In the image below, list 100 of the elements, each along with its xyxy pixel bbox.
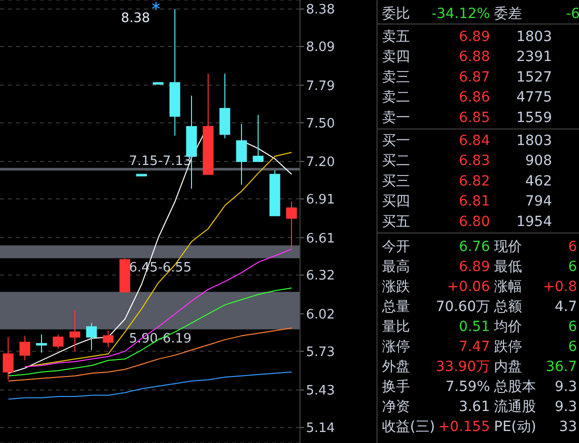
text: 6 (568, 339, 578, 355)
text: 卖五 (382, 29, 410, 45)
text: 6.84 (458, 133, 490, 149)
candlestick (69, 309, 80, 352)
text: 6.89 (458, 29, 490, 45)
text: 卖二 (382, 90, 410, 106)
text: 1954 (516, 214, 552, 230)
text: 最高 (382, 259, 410, 275)
text: 6 (568, 259, 578, 275)
y-tick-label: 6.32 (306, 268, 335, 284)
y-tick-label: 5.43 (306, 384, 335, 399)
text: 外盘 (382, 359, 410, 375)
text: 流通股 (494, 399, 536, 415)
y-tick-label: 7.20 (306, 155, 335, 170)
text: 最低 (494, 259, 522, 275)
y-tick-label: 7.79 (306, 78, 335, 94)
text: 买三 (382, 173, 410, 190)
text: 总额 (493, 299, 522, 315)
candlestick (19, 335, 30, 361)
text: 6.80 (458, 214, 490, 230)
text: 均价 (493, 319, 522, 335)
y-tick-label: 6.61 (306, 231, 335, 246)
candlestick (236, 123, 247, 186)
text: 内盘 (494, 359, 522, 375)
text: 6 (568, 239, 578, 255)
text: 33 (559, 419, 577, 435)
candlestick (102, 330, 114, 348)
text: 收益(三) (382, 419, 435, 435)
text: 6.81 (458, 194, 490, 210)
text: 6.87 (458, 69, 490, 86)
text: 总股本 (493, 379, 536, 395)
candlestick (36, 334, 47, 354)
text: 委比 (382, 6, 410, 22)
text: +0.8 (543, 279, 577, 295)
line-series (8, 371, 292, 400)
text: 6.85 (458, 110, 490, 126)
text: 1803 (516, 133, 552, 149)
text: 买二 (382, 153, 410, 170)
candlestick (52, 334, 64, 350)
y-tick-label: 6.02 (306, 307, 335, 322)
text: 794 (525, 194, 552, 210)
text: 6.82 (458, 173, 490, 190)
y-tick-label: 7.50 (306, 116, 335, 132)
text: 1527 (516, 69, 552, 86)
band-label: 7.15-7.13 (129, 154, 192, 169)
text: 现价 (494, 239, 522, 255)
text: 3.61 (458, 399, 490, 415)
text: 1559 (516, 110, 552, 126)
y-tick-label: 5.14 (306, 421, 335, 436)
text: 36.7 (546, 359, 577, 375)
line-series (24, 248, 292, 368)
text: 换手 (382, 379, 410, 395)
text: 卖四 (382, 49, 410, 66)
text: 6.88 (458, 49, 490, 66)
text: 跌停 (494, 339, 522, 355)
text: -34.12% (432, 6, 490, 22)
text: 卖一 (382, 110, 410, 126)
text: 涨停 (382, 339, 410, 355)
text: PE(动) (494, 419, 536, 435)
y-tick-label: 8.38 (306, 2, 335, 18)
text: 2391 (516, 49, 552, 66)
candlestick (2, 336, 14, 380)
text: 涨跌 (382, 279, 410, 295)
text: 6 (568, 319, 578, 335)
text: 7.59% (446, 379, 490, 395)
annotation: 8.38 (121, 11, 150, 26)
text: 总量 (381, 299, 410, 315)
text: 462 (525, 173, 552, 190)
text: 买一 (382, 133, 410, 149)
text: 6.89 (458, 259, 490, 275)
text: 6.83 (458, 153, 490, 170)
text: 4.7 (554, 299, 577, 315)
text: 70.60万 (436, 299, 490, 315)
text: 9.3 (554, 399, 577, 415)
text: 6.86 (458, 90, 490, 106)
text: -6 (566, 6, 579, 22)
y-tick-label: 5.73 (306, 344, 335, 360)
candlestick (86, 322, 97, 351)
y-tick-label: 8.09 (306, 40, 335, 56)
text: 卖三 (382, 69, 410, 86)
text: 委差 (494, 6, 522, 22)
candlestick (252, 114, 264, 162)
candlestick (286, 200, 297, 250)
text: 量比 (382, 319, 410, 335)
text: 4775 (516, 90, 552, 106)
text: +0.06 (447, 279, 490, 295)
y-tick-label: 6.91 (306, 192, 335, 208)
text: 7.47 (458, 339, 490, 355)
text: 908 (525, 153, 552, 170)
text: 涨幅 (494, 279, 522, 295)
line-series (8, 288, 292, 376)
line-series (8, 328, 292, 382)
text: 买五 (382, 214, 410, 230)
text: 买四 (382, 194, 410, 210)
text: +0.155 (438, 419, 490, 435)
text: 6.76 (458, 239, 490, 255)
text: 今开 (382, 239, 410, 255)
text: 33.90万 (436, 359, 490, 375)
text: 9.3 (554, 379, 577, 395)
text: 净资 (382, 399, 410, 415)
